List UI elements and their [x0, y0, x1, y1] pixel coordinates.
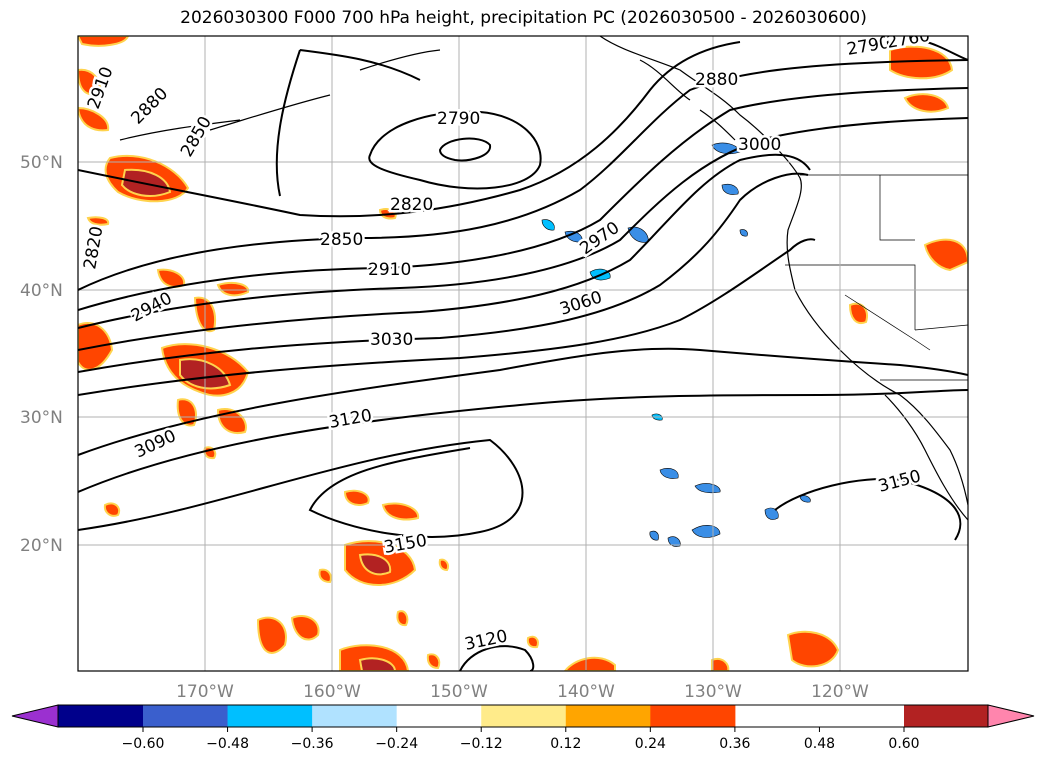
- svg-text:3000: 3000: [738, 135, 781, 155]
- height-contours: [78, 39, 968, 671]
- colorbar-tick-label: −0.48: [206, 736, 249, 752]
- colorbar-cell: [227, 705, 313, 727]
- colorbar-tick-label: 0.12: [550, 736, 581, 752]
- lat-label: 20°N: [20, 536, 63, 556]
- svg-text:2820: 2820: [390, 195, 433, 215]
- colorbar-extend-low: [11, 704, 59, 728]
- colorbar-cell: [312, 705, 398, 727]
- colorbar-cell: [143, 705, 229, 727]
- colorbar-extend-high: [987, 704, 1035, 728]
- colorbar-tick-label: 0.36: [719, 736, 750, 752]
- lon-label: 130°W: [684, 682, 742, 702]
- colorbar-cell: [481, 705, 567, 727]
- colorbar-tick-label: −0.36: [291, 736, 334, 752]
- colorbar-cell: [396, 705, 482, 727]
- colorbar-tick-label: 0.48: [804, 736, 835, 752]
- colorbar-cell: [650, 705, 736, 727]
- colorbar-tick-label: −0.60: [122, 736, 165, 752]
- lat-label: 40°N: [20, 281, 63, 301]
- lon-label: 140°W: [557, 682, 615, 702]
- lon-label: 160°W: [303, 682, 361, 702]
- svg-text:2910: 2910: [368, 260, 411, 280]
- colorbar-tick-label: 0.60: [888, 736, 919, 752]
- colorbar-tick-label: 0.24: [635, 736, 666, 752]
- colorbar-tick-label: −0.24: [375, 736, 418, 752]
- colorbar-cell: [565, 705, 651, 727]
- latitude-axis: 50°N 40°N 30°N 20°N: [20, 153, 63, 556]
- colorbar-tick-label: −0.12: [460, 736, 503, 752]
- svg-text:2850: 2850: [320, 230, 363, 250]
- lat-label: 30°N: [20, 408, 63, 428]
- longitude-axis: 170°W 160°W 150°W 140°W 130°W 120°W: [176, 682, 869, 702]
- lon-label: 150°W: [430, 682, 488, 702]
- svg-text:3030: 3030: [370, 330, 413, 350]
- graticule: [78, 36, 968, 671]
- lon-label: 170°W: [176, 682, 234, 702]
- svg-text:2880: 2880: [695, 70, 738, 90]
- colorbar-cell: [58, 705, 144, 727]
- lat-label: 50°N: [20, 153, 63, 173]
- lon-label: 120°W: [811, 682, 869, 702]
- map-title: 2026030300 F000 700 hPa height, precipit…: [180, 8, 867, 28]
- svg-text:2790: 2790: [437, 109, 480, 129]
- colorbar-cell: [904, 705, 988, 727]
- map-frame: [77, 35, 969, 672]
- colorbar: −0.60 −0.48 −0.36 −0.24 −0.12 0.12 0.24 0.36 0.4…: [11, 704, 1035, 752]
